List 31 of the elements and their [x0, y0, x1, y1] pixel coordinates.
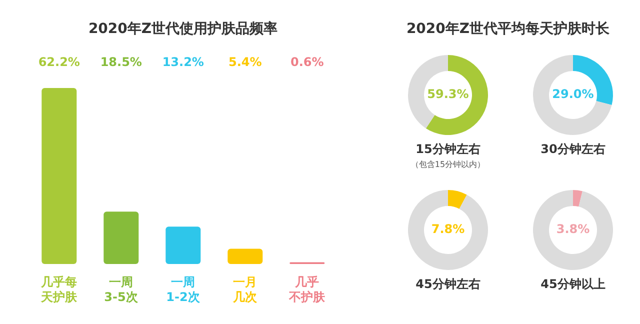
donut-slice [448, 190, 467, 209]
data-label: 3.8% [555, 222, 591, 236]
text: 30分钟左右 [540, 141, 606, 158]
data-label: 62.2% [38, 55, 80, 69]
bar [104, 212, 139, 264]
x-tick-label: 一周3-5次 [104, 275, 139, 304]
data-label: 29.0% [551, 87, 595, 101]
data-label: 13.2% [162, 55, 204, 69]
text: 2020年Z世代平均每天护肤时长 [405, 20, 611, 38]
x-tick-label: 几乎不护肤 [288, 275, 326, 304]
data-label: 5.4% [228, 55, 262, 69]
x-tick-label: 一周1-2次 [166, 275, 201, 304]
donut-slice [408, 190, 488, 270]
x-tick-label: 一月几次 [232, 275, 258, 304]
donut-slice [426, 55, 488, 135]
bar [166, 226, 201, 264]
data-label: 7.8% [430, 222, 466, 236]
data-label: 18.5% [100, 55, 142, 69]
donut-slice [533, 190, 613, 270]
text: 15分钟左右 [414, 141, 482, 158]
donut-slice [533, 55, 612, 135]
text: （包含15分钟以内） [410, 159, 486, 170]
text: 45分钟左右 [414, 276, 482, 293]
data-label: 59.3% [426, 87, 470, 101]
data-label: 0.6% [290, 55, 324, 69]
chart-title: 2020年Z世代使用护肤品频率 [87, 20, 279, 38]
bar [228, 248, 263, 264]
x-tick-label: 几乎每天护肤 [40, 275, 78, 304]
bar [42, 88, 77, 264]
donut-slice [573, 190, 582, 207]
text: 45分钟以上 [540, 276, 606, 293]
